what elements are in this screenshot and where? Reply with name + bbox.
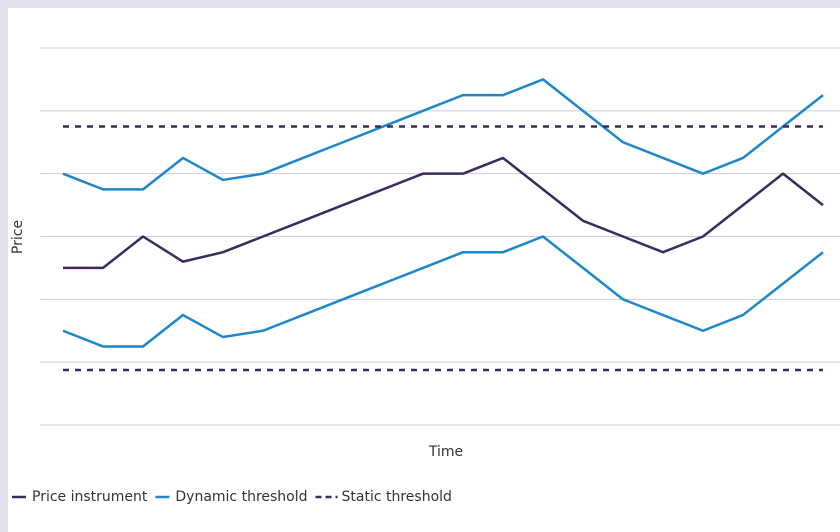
line bbox=[62, 235, 824, 348]
legend-label: Price instrument bbox=[32, 489, 148, 505]
x-axis-label: Time bbox=[428, 444, 463, 460]
panel bbox=[8, 8, 840, 532]
legend-label: Dynamic threshold bbox=[175, 489, 307, 505]
line bbox=[63, 156, 824, 270]
line bbox=[62, 78, 824, 191]
legend-label: Static threshold bbox=[342, 489, 452, 505]
y-axis-label: Price bbox=[10, 220, 26, 254]
